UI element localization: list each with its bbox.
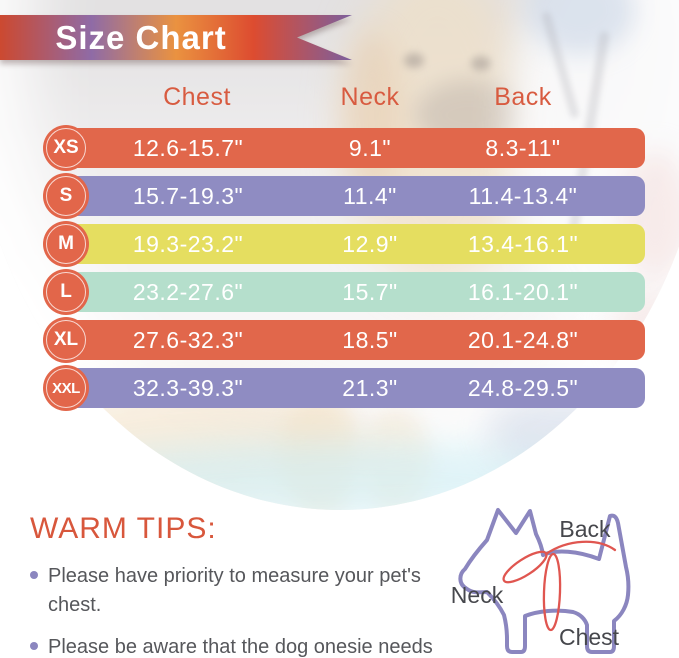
chest-value: 12.6-15.7" — [132, 135, 244, 161]
size-badge: S — [43, 173, 89, 219]
size-badge: XXL — [43, 365, 89, 411]
warm-tips-list: Please have priority to measure your pet… — [30, 562, 450, 658]
chest-value: 23.2-27.6" — [132, 279, 244, 305]
size-badge-label: XXL — [52, 379, 80, 397]
bullet-icon — [30, 642, 38, 650]
measurement-diagram: Back Neck Chest — [451, 508, 631, 654]
size-bar: 23.2-27.6" 15.7" 16.1-20.1" — [57, 272, 645, 312]
size-bar: 27.6-32.3" 18.5" 20.1-24.8" — [57, 320, 645, 360]
photo-blob-dog-paw2 — [360, 410, 430, 510]
size-badge: XL — [43, 317, 89, 363]
back-value: 20.1-24.8" — [467, 327, 579, 353]
size-row-xl: 27.6-32.3" 18.5" 20.1-24.8" XL — [0, 317, 679, 363]
size-bar: 15.7-19.3" 11.4" 11.4-13.4" — [57, 176, 645, 216]
title-ribbon-banner: Size Chart — [0, 15, 352, 60]
tip-item: Please have priority to measure your pet… — [30, 562, 450, 620]
bullet-icon — [30, 571, 38, 579]
size-bar: 12.6-15.7" 9.1" 8.3-11" — [57, 128, 645, 168]
neck-value: 12.9" — [342, 231, 398, 257]
photo-blob-dog-paw — [280, 395, 360, 510]
back-value: 16.1-20.1" — [467, 279, 579, 305]
column-header-back: Back — [494, 83, 552, 111]
column-headers: Chest Neck Back — [0, 83, 679, 113]
size-badge-label: XL — [53, 329, 79, 350]
chest-value: 27.6-32.3" — [132, 327, 244, 353]
neck-measure-line — [502, 550, 548, 584]
neck-value: 9.1" — [348, 135, 392, 161]
column-header-chest: Chest — [163, 83, 231, 111]
size-badge: M — [43, 221, 89, 267]
neck-value: 11.4" — [343, 183, 397, 209]
size-bar: 19.3-23.2" 12.9" 13.4-16.1" — [57, 224, 645, 264]
tip-item: Please be aware that the dog onesie need… — [30, 633, 450, 658]
photo-blob-vet-scrub — [525, 0, 635, 55]
tip-text: Please have priority to measure your pet… — [48, 565, 421, 616]
neck-value: 21.3" — [342, 375, 398, 401]
chest-value: 32.3-39.3" — [132, 375, 244, 401]
back-value: 13.4-16.1" — [467, 231, 579, 257]
back-value: 24.8-29.5" — [467, 375, 579, 401]
size-row-m: 19.3-23.2" 12.9" 13.4-16.1" M — [0, 221, 679, 267]
chest-value: 19.3-23.2" — [132, 231, 244, 257]
back-value: 11.4-13.4" — [468, 183, 578, 209]
column-header-neck: Neck — [340, 83, 400, 111]
chest-value: 15.7-19.3" — [132, 183, 244, 209]
back-value: 8.3-11" — [485, 135, 561, 161]
neck-value: 15.7" — [342, 279, 398, 305]
warm-tips-section: WARM TIPS: Please have priority to measu… — [30, 512, 450, 658]
size-row-l: 23.2-27.6" 15.7" 16.1-20.1" L — [0, 269, 679, 315]
size-badge: L — [43, 269, 89, 315]
back-measure-line — [544, 540, 617, 556]
neck-value: 18.5" — [342, 327, 398, 353]
chest-label: Chest — [559, 624, 620, 650]
size-bar: 32.3-39.3" 21.3" 24.8-29.5" — [57, 368, 645, 408]
page-title: Size Chart — [55, 18, 227, 56]
chest-measure-line — [542, 552, 562, 632]
size-badge: XS — [43, 125, 89, 171]
photo-blob-eye-right — [471, 56, 491, 71]
tip-text: Please be aware that the dog onesie need… — [48, 636, 433, 658]
size-row-s: 15.7-19.3" 11.4" 11.4-13.4" S — [0, 173, 679, 219]
photo-blob-eye-left — [404, 53, 424, 68]
back-label: Back — [559, 516, 611, 542]
size-badge-label: S — [59, 185, 73, 206]
title-ribbon: Size Chart — [0, 15, 352, 60]
size-badge-label: L — [60, 281, 72, 302]
size-badge-label: M — [58, 233, 74, 254]
warm-tips-heading: WARM TIPS: — [30, 512, 217, 545]
size-row-xxl: 32.3-39.3" 21.3" 24.8-29.5" XXL — [0, 365, 679, 411]
neck-label: Neck — [451, 582, 504, 608]
size-badge-label: XS — [53, 137, 79, 158]
size-row-xs: 12.6-15.7" 9.1" 8.3-11" XS — [0, 125, 679, 171]
